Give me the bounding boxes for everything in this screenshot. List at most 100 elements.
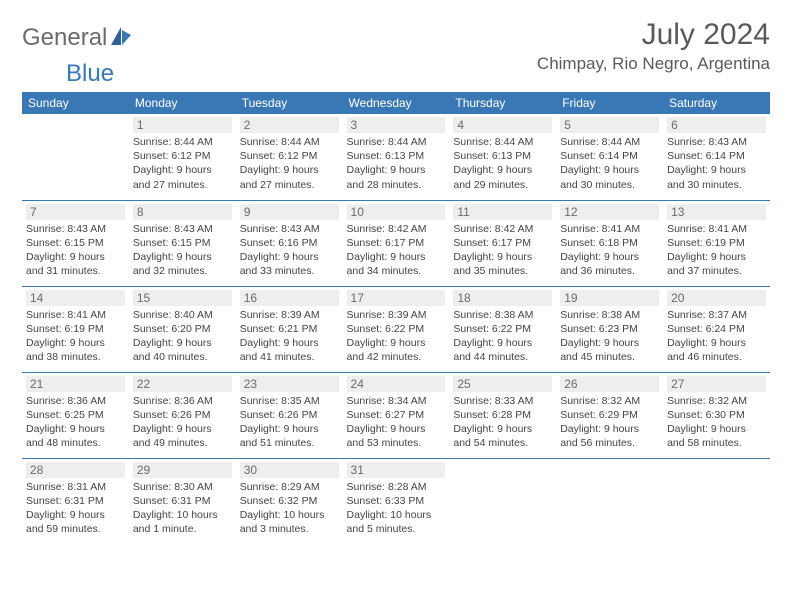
- month-title: July 2024: [537, 18, 770, 52]
- calendar-cell: [663, 458, 770, 544]
- calendar-cell: 9 Sunrise: 8:43 AMSunset: 6:16 PMDaylight…: [236, 200, 343, 286]
- calendar-cell: 16 Sunrise: 8:39 AMSunset: 6:21 PMDayligh…: [236, 286, 343, 372]
- calendar-cell: 23 Sunrise: 8:35 AMSunset: 6:26 PMDayligh…: [236, 372, 343, 458]
- calendar-cell: [22, 114, 129, 200]
- day-detail: Sunrise: 8:40 AMSunset: 6:20 PMDaylight:…: [133, 308, 232, 365]
- day-detail: Sunrise: 8:44 AMSunset: 6:13 PMDaylight:…: [453, 135, 552, 192]
- weekday-header: Wednesday: [343, 92, 450, 114]
- day-number: 9: [240, 204, 339, 220]
- calendar-cell: 22 Sunrise: 8:36 AMSunset: 6:26 PMDayligh…: [129, 372, 236, 458]
- day-detail: Sunrise: 8:29 AMSunset: 6:32 PMDaylight:…: [240, 480, 339, 537]
- day-number: 18: [453, 290, 552, 306]
- sail-icon: [109, 25, 133, 52]
- calendar-row: 21Sunrise: 8:36 AMSunset: 6:25 PMDayligh…: [22, 372, 770, 458]
- calendar-cell: 28 Sunrise: 8:31 AMSunset: 6:31 PMDayligh…: [22, 458, 129, 544]
- day-number: 23: [240, 376, 339, 392]
- calendar-cell: 27 Sunrise: 8:32 AMSunset: 6:30 PMDayligh…: [663, 372, 770, 458]
- calendar-table: Sunday Monday Tuesday Wednesday Thursday…: [22, 92, 770, 544]
- day-number: 12: [560, 204, 659, 220]
- day-detail: Sunrise: 8:35 AMSunset: 6:26 PMDaylight:…: [240, 394, 339, 451]
- weekday-header: Monday: [129, 92, 236, 114]
- calendar-cell: 17 Sunrise: 8:39 AMSunset: 6:22 PMDayligh…: [343, 286, 450, 372]
- calendar-cell: 11Sunrise: 8:42 AMSunset: 6:17 PMDayligh…: [449, 200, 556, 286]
- calendar-cell: 10 Sunrise: 8:42 AMSunset: 6:17 PMDayligh…: [343, 200, 450, 286]
- day-number: 16: [240, 290, 339, 306]
- day-detail: Sunrise: 8:43 AMSunset: 6:15 PMDaylight:…: [26, 222, 125, 279]
- day-detail: Sunrise: 8:43 AMSunset: 6:15 PMDaylight:…: [133, 222, 232, 279]
- day-number: 14: [26, 290, 125, 306]
- day-number: 28: [26, 462, 125, 478]
- day-detail: Sunrise: 8:38 AMSunset: 6:22 PMDaylight:…: [453, 308, 552, 365]
- day-detail: Sunrise: 8:36 AMSunset: 6:26 PMDaylight:…: [133, 394, 232, 451]
- day-number: 3: [347, 117, 446, 133]
- calendar-cell: 31 Sunrise: 8:28 AMSunset: 6:33 PMDayligh…: [343, 458, 450, 544]
- calendar-cell: 15 Sunrise: 8:40 AMSunset: 6:20 PMDayligh…: [129, 286, 236, 372]
- calendar-cell: 24 Sunrise: 8:34 AMSunset: 6:27 PMDayligh…: [343, 372, 450, 458]
- day-number: 20: [667, 290, 766, 306]
- calendar-cell: [556, 458, 663, 544]
- day-number: 24: [347, 376, 446, 392]
- day-detail: Sunrise: 8:33 AMSunset: 6:28 PMDaylight:…: [453, 394, 552, 451]
- day-number: 5: [560, 117, 659, 133]
- day-detail: Sunrise: 8:42 AMSunset: 6:17 PMDaylight:…: [347, 222, 446, 279]
- brand-logo: General: [22, 24, 135, 52]
- day-detail: Sunrise: 8:36 AMSunset: 6:25 PMDaylight:…: [26, 394, 125, 451]
- calendar-cell: 2Sunrise: 8:44 AMSunset: 6:12 PMDaylight…: [236, 114, 343, 200]
- day-number: 11: [453, 204, 552, 220]
- day-number: 13: [667, 204, 766, 220]
- day-detail: Sunrise: 8:39 AMSunset: 6:22 PMDaylight:…: [347, 308, 446, 365]
- day-detail: Sunrise: 8:43 AMSunset: 6:16 PMDaylight:…: [240, 222, 339, 279]
- day-number: 25: [453, 376, 552, 392]
- calendar-cell: 19Sunrise: 8:38 AMSunset: 6:23 PMDayligh…: [556, 286, 663, 372]
- day-detail: Sunrise: 8:43 AMSunset: 6:14 PMDaylight:…: [667, 135, 766, 192]
- calendar-cell: 26Sunrise: 8:32 AMSunset: 6:29 PMDayligh…: [556, 372, 663, 458]
- calendar-cell: 13 Sunrise: 8:41 AMSunset: 6:19 PMDayligh…: [663, 200, 770, 286]
- weekday-header: Sunday: [22, 92, 129, 114]
- calendar-row: 28 Sunrise: 8:31 AMSunset: 6:31 PMDayligh…: [22, 458, 770, 544]
- day-detail: Sunrise: 8:38 AMSunset: 6:23 PMDaylight:…: [560, 308, 659, 365]
- day-number: 15: [133, 290, 232, 306]
- calendar-cell: 8 Sunrise: 8:43 AMSunset: 6:15 PMDaylight…: [129, 200, 236, 286]
- calendar-cell: 21Sunrise: 8:36 AMSunset: 6:25 PMDayligh…: [22, 372, 129, 458]
- calendar-cell: 20 Sunrise: 8:37 AMSunset: 6:24 PMDayligh…: [663, 286, 770, 372]
- calendar-cell: 7 Sunrise: 8:43 AMSunset: 6:15 PMDaylight…: [22, 200, 129, 286]
- day-number: 10: [347, 204, 446, 220]
- day-number: 26: [560, 376, 659, 392]
- calendar-row: 7 Sunrise: 8:43 AMSunset: 6:15 PMDaylight…: [22, 200, 770, 286]
- calendar-body: 1 Sunrise: 8:44 AMSunset: 6:12 PMDaylight…: [22, 114, 770, 544]
- weekday-header: Saturday: [663, 92, 770, 114]
- day-number: 8: [133, 204, 232, 220]
- day-number: 30: [240, 462, 339, 478]
- day-detail: Sunrise: 8:39 AMSunset: 6:21 PMDaylight:…: [240, 308, 339, 365]
- day-detail: Sunrise: 8:44 AMSunset: 6:14 PMDaylight:…: [560, 135, 659, 192]
- day-detail: Sunrise: 8:31 AMSunset: 6:31 PMDaylight:…: [26, 480, 125, 537]
- day-number: 1: [133, 117, 232, 133]
- day-number: 29: [133, 462, 232, 478]
- day-number: 6: [667, 117, 766, 133]
- day-detail: Sunrise: 8:41 AMSunset: 6:19 PMDaylight:…: [667, 222, 766, 279]
- day-number: 17: [347, 290, 446, 306]
- day-number: 7: [26, 204, 125, 220]
- day-detail: Sunrise: 8:34 AMSunset: 6:27 PMDaylight:…: [347, 394, 446, 451]
- day-detail: Sunrise: 8:37 AMSunset: 6:24 PMDaylight:…: [667, 308, 766, 365]
- calendar-row: 14 Sunrise: 8:41 AMSunset: 6:19 PMDayligh…: [22, 286, 770, 372]
- weekday-header: Thursday: [449, 92, 556, 114]
- calendar-cell: 3 Sunrise: 8:44 AMSunset: 6:13 PMDaylight…: [343, 114, 450, 200]
- day-number: 27: [667, 376, 766, 392]
- day-detail: Sunrise: 8:32 AMSunset: 6:30 PMDaylight:…: [667, 394, 766, 451]
- day-detail: Sunrise: 8:41 AMSunset: 6:19 PMDaylight:…: [26, 308, 125, 365]
- day-number: 22: [133, 376, 232, 392]
- brand-word1: General: [22, 24, 107, 52]
- day-detail: Sunrise: 8:28 AMSunset: 6:33 PMDaylight:…: [347, 480, 446, 537]
- day-detail: Sunrise: 8:44 AMSunset: 6:13 PMDaylight:…: [347, 135, 446, 192]
- weekday-header: Tuesday: [236, 92, 343, 114]
- calendar-cell: 6 Sunrise: 8:43 AMSunset: 6:14 PMDaylight…: [663, 114, 770, 200]
- weekday-header-row: Sunday Monday Tuesday Wednesday Thursday…: [22, 92, 770, 114]
- calendar-cell: 14 Sunrise: 8:41 AMSunset: 6:19 PMDayligh…: [22, 286, 129, 372]
- calendar-cell: 1 Sunrise: 8:44 AMSunset: 6:12 PMDaylight…: [129, 114, 236, 200]
- day-detail: Sunrise: 8:41 AMSunset: 6:18 PMDaylight:…: [560, 222, 659, 279]
- calendar-cell: 25 Sunrise: 8:33 AMSunset: 6:28 PMDayligh…: [449, 372, 556, 458]
- day-detail: Sunrise: 8:44 AMSunset: 6:12 PMDaylight:…: [133, 135, 232, 192]
- calendar-cell: 18 Sunrise: 8:38 AMSunset: 6:22 PMDayligh…: [449, 286, 556, 372]
- day-number: 31: [347, 462, 446, 478]
